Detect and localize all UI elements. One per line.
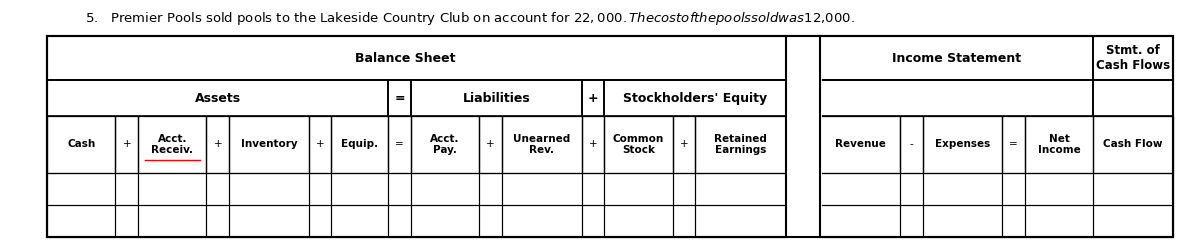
Text: =: =	[394, 92, 405, 105]
Text: =: =	[396, 139, 404, 150]
Text: Common
Stock: Common Stock	[613, 134, 664, 155]
Text: Cash Flow: Cash Flow	[1103, 139, 1162, 150]
Text: +: +	[588, 92, 599, 105]
Text: +: +	[214, 139, 222, 150]
Text: =: =	[1010, 139, 1018, 150]
Text: Income Statement: Income Statement	[892, 52, 1022, 64]
Text: +: +	[588, 139, 598, 150]
Text: Stockholders' Equity: Stockholders' Equity	[624, 92, 768, 105]
Text: -: -	[909, 139, 913, 150]
Text: Inventory: Inventory	[241, 139, 298, 150]
Text: +: +	[315, 139, 325, 150]
Text: +: +	[679, 139, 689, 150]
Text: Revenue: Revenue	[835, 139, 886, 150]
Text: Cash: Cash	[67, 139, 96, 150]
Text: Stmt. of
Cash Flows: Stmt. of Cash Flows	[1096, 44, 1170, 72]
Text: Expenses: Expenses	[935, 139, 990, 150]
Text: Acct.
Receiv.: Acct. Receiv.	[151, 134, 194, 155]
Text: Retained
Earnings: Retained Earnings	[715, 134, 768, 155]
Text: Balance Sheet: Balance Sheet	[354, 52, 455, 64]
Text: Assets: Assets	[195, 92, 241, 105]
Text: Net
Income: Net Income	[1038, 134, 1081, 155]
Text: Acct.
Pay.: Acct. Pay.	[430, 134, 459, 155]
Text: +: +	[487, 139, 495, 150]
Text: +: +	[123, 139, 131, 150]
Text: Liabilities: Liabilities	[463, 92, 530, 105]
Text: Equip.: Equip.	[341, 139, 378, 150]
Text: Unearned
Rev.: Unearned Rev.	[514, 134, 570, 155]
Text: 5.   Premier Pools sold pools to the Lakeside Country Club on account for $22,00: 5. Premier Pools sold pools to the Lakes…	[85, 10, 855, 27]
